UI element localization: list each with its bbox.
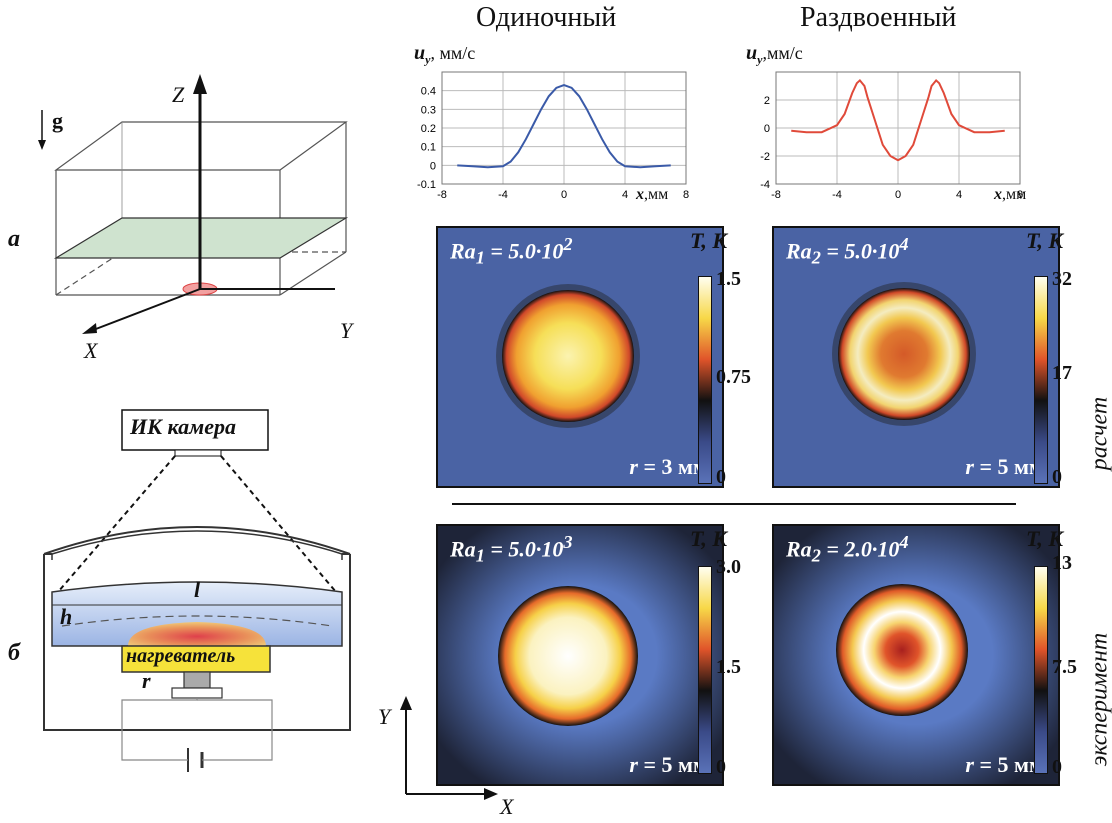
colorbar-2-mid: 17 <box>1052 362 1072 384</box>
x-tick-label: 0 <box>561 189 567 201</box>
colorbar-4-mid: 7.5 <box>1052 656 1077 678</box>
colorbar-2-title: T, K <box>1026 228 1064 253</box>
chart2-ylabel: uy,мм/с <box>746 42 803 67</box>
axis-z-label: Z <box>172 82 185 107</box>
y-tick-label: 0.3 <box>421 104 436 116</box>
column-title-single: Одиночный <box>476 2 617 33</box>
x-tick-label: 4 <box>956 189 962 201</box>
colorbar-1-title: T, K <box>690 228 728 253</box>
ir-camera-box <box>121 409 269 451</box>
colorbar-4-title: T, K <box>1026 526 1064 551</box>
map-calc-split: Ra2 = 5.0·104 r = 5 мм <box>772 226 1060 488</box>
radius-value: r = 5 мм <box>965 752 1044 777</box>
radius-value: r = 5 мм <box>629 752 708 777</box>
xy-axes-indicator <box>400 696 498 800</box>
ra-label: Ra1 = 5.0·102 <box>450 234 573 268</box>
plot-frame <box>441 71 687 185</box>
chart2-xlabel: x,мм <box>994 186 1027 203</box>
colorbar-3-max: 3.0 <box>716 556 741 578</box>
row-label-calc: расчет <box>1086 396 1112 471</box>
map-exp-split: Ra2 = 2.0·104 r = 5 мм <box>772 524 1060 786</box>
map-exp-single: Ra1 = 5.0·103 r = 5 мм <box>436 524 724 786</box>
row-separator <box>452 503 1016 505</box>
y-tick-label: -2 <box>760 151 770 163</box>
camera-label: ИК камера <box>130 414 236 439</box>
x-tick-label: 0 <box>895 189 901 201</box>
row-label-exp: эксперимент <box>1086 632 1112 767</box>
length-label: l <box>194 577 201 602</box>
y-tick-label: 0 <box>430 160 436 172</box>
x-tick-label: -8 <box>771 189 781 201</box>
ra-label: Ra1 = 5.0·103 <box>450 532 573 566</box>
x-tick-label: -8 <box>437 189 447 201</box>
series-line <box>791 78 1005 162</box>
colorbar-4-min: 0 <box>1052 756 1062 778</box>
colorbar-1-mid: 0.75 <box>716 366 751 388</box>
x-tick-label: 8 <box>1017 189 1023 201</box>
colorbar-2-max: 32 <box>1052 268 1072 290</box>
y-tick-label: -4 <box>760 179 770 191</box>
x-tick-label: 8 <box>683 189 689 201</box>
ra-label: Ra2 = 2.0·104 <box>786 532 909 566</box>
chart-single-velocity: -8 -4 0 4 8 -0.1 0 0.1 0.2 0.3 0.4 <box>417 71 689 201</box>
colorbar-3-title: T, K <box>690 526 728 551</box>
schematic-a-3d-layer <box>38 74 349 334</box>
map-calc-single: Ra1 = 5.0·102 r = 3 мм <box>436 226 724 488</box>
series-line <box>457 84 671 169</box>
colorbar-2-min: 0 <box>1052 466 1062 488</box>
chart1-ylabel: uy, мм/с <box>414 42 476 67</box>
colorbar-2 <box>1034 276 1048 484</box>
colorbar-3-mid: 1.5 <box>716 656 741 678</box>
heater-label: нагреватель <box>126 645 236 667</box>
ra-label: Ra2 = 5.0·104 <box>786 234 909 268</box>
colorbar-1 <box>698 276 712 484</box>
radius-value: r = 3 мм <box>629 454 708 479</box>
colorbar-1-max: 1.5 <box>716 268 741 290</box>
colorbar-1-min: 0 <box>716 466 726 488</box>
schematic-b-setup <box>43 409 351 772</box>
colorbar-3 <box>698 566 712 774</box>
axis-y-label: Y <box>340 318 353 343</box>
colorbar-3-min: 0 <box>716 756 726 778</box>
y-tick-label: 0.1 <box>421 142 436 154</box>
x-tick-label: -4 <box>498 189 508 201</box>
liquid-dish <box>51 581 343 647</box>
y-tick-label: 0 <box>764 123 770 135</box>
panel-label-a: а <box>8 226 20 252</box>
radius-value: r = 5 мм <box>965 454 1044 479</box>
chart-split-velocity: -8 -4 0 4 8-4-202 <box>760 71 1023 201</box>
y-tick-label: -0.1 <box>417 179 436 191</box>
y-tick-label: 0.2 <box>421 123 436 135</box>
colorbar-4 <box>1034 566 1048 774</box>
axis-x-label: X <box>84 338 98 363</box>
depth-label: h <box>60 604 73 629</box>
chart1-xlabel: x,мм <box>636 186 669 203</box>
x-tick-label: 4 <box>622 189 628 201</box>
radius-label: r <box>142 668 151 693</box>
map-axis-x: X <box>500 794 514 819</box>
colorbar-4-max: 13 <box>1052 552 1072 574</box>
column-title-split: Раздвоенный <box>800 2 957 33</box>
gravity-label: g <box>52 108 63 133</box>
x-tick-label: -4 <box>832 189 842 201</box>
plot-frame <box>775 71 1021 185</box>
panel-label-b: б <box>8 640 20 666</box>
map-axis-y: Y <box>378 704 391 729</box>
y-tick-label: 2 <box>764 95 770 107</box>
y-tick-label: 0.4 <box>421 86 436 98</box>
